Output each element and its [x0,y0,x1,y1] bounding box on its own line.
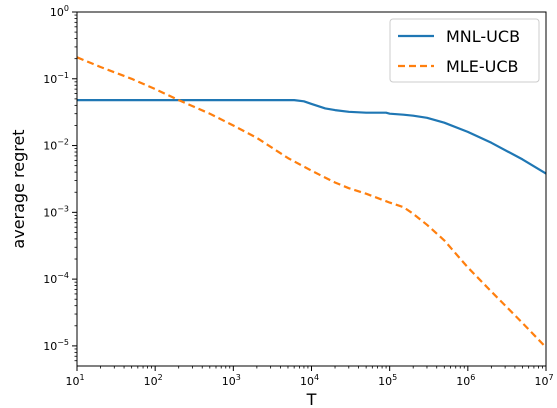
tick-labels: 101 102 103 104 105 106 107 100 10−1 10−2 10−3 10−4… [43,4,553,388]
y-tick-label: 10−2 [43,138,69,153]
y-axis-label: average regret [9,129,28,248]
x-tick-label: 107 [534,373,553,388]
x-tick-label: 101 [65,373,84,388]
x-axis-label: T [306,390,317,408]
y-tick-label: 10−3 [43,204,69,219]
x-tick-label: 105 [378,373,397,388]
axis-ticks [72,11,547,371]
series-line-mnl-ucb [77,99,547,175]
x-tick-label: 102 [144,373,163,388]
legend-box [389,18,540,83]
y-tick-label: 10−4 [43,271,69,286]
x-tick-label: 104 [300,373,319,388]
y-tick-label: 10−1 [43,71,69,86]
series-line-mle-ucb [76,56,547,349]
x-tick-label: 103 [222,373,241,388]
legend-label-mnl-ucb: MNL-UCB [446,27,520,46]
x-tick-label: 106 [456,373,475,388]
y-tick-label: 10−5 [43,338,69,353]
series-lines [76,56,547,349]
y-tick-label: 100 [50,4,69,19]
legend-label-mle-ucb: MLE-UCB [446,57,518,76]
legend: MNL-UCB MLE-UCB [389,18,540,83]
